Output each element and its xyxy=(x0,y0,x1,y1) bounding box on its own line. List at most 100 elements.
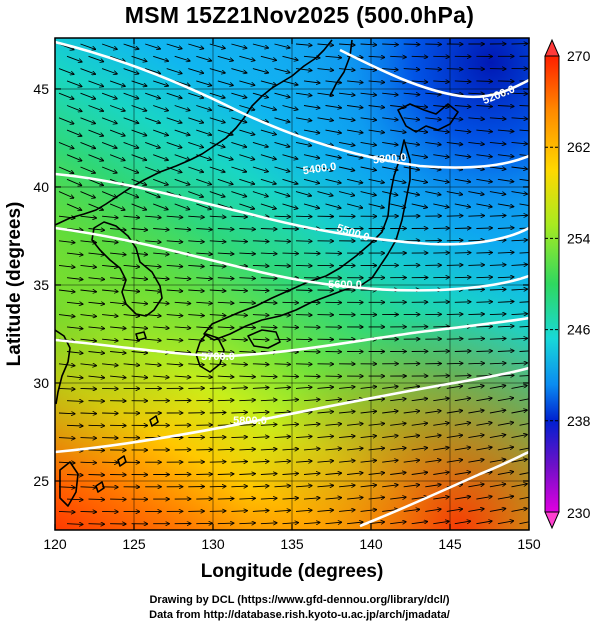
wind-arrow xyxy=(274,265,291,266)
colorbar-tick-label: 246 xyxy=(567,322,591,338)
wind-arrow xyxy=(88,253,105,255)
wind-arrow xyxy=(58,92,74,99)
colorbar-lower-arrow xyxy=(544,511,560,530)
wind-arrow xyxy=(511,508,528,512)
wind-arrow xyxy=(295,241,312,242)
wind-arrow xyxy=(110,302,126,304)
wind-arrow xyxy=(325,473,342,475)
wind-arrow xyxy=(123,43,139,49)
wind-arrow xyxy=(390,448,406,450)
wind-arrow xyxy=(188,117,203,123)
wind-arrow xyxy=(317,191,334,196)
wind-arrow xyxy=(252,461,269,462)
wind-arrow xyxy=(80,68,96,75)
wind-arrow xyxy=(433,448,449,451)
wind-arrow xyxy=(260,154,276,160)
wind-arrow xyxy=(411,399,428,401)
wind-arrow xyxy=(433,472,449,475)
wind-arrow xyxy=(80,216,97,218)
wind-arrow xyxy=(88,178,104,185)
wind-arrow xyxy=(468,265,484,266)
wind-arrow xyxy=(88,229,105,231)
wind-arrow xyxy=(217,278,234,279)
wind-arrow xyxy=(58,265,75,267)
wind-arrow xyxy=(468,69,484,70)
wind-arrow xyxy=(88,524,105,525)
wind-arrow xyxy=(454,253,471,254)
wind-arrow xyxy=(110,327,126,329)
wind-arrow xyxy=(282,253,299,254)
wind-arrow xyxy=(123,191,139,198)
wind-arrow xyxy=(489,509,506,512)
wind-arrow xyxy=(102,339,118,341)
wind-arrow xyxy=(166,92,182,98)
wind-arrow xyxy=(239,302,255,303)
wind-arrow xyxy=(468,191,484,195)
wind-arrow xyxy=(239,278,255,279)
wind-arrow xyxy=(282,203,298,209)
wind-arrow xyxy=(174,178,190,184)
wind-arrow xyxy=(209,462,226,463)
wind-arrow xyxy=(174,229,191,230)
wind-arrow xyxy=(489,265,506,266)
wind-arrow xyxy=(217,302,234,303)
wind-arrow xyxy=(360,411,377,413)
wind-arrow xyxy=(58,487,75,488)
wind-arrow xyxy=(497,252,514,253)
wind-arrow xyxy=(110,352,126,354)
wind-arrow xyxy=(123,290,140,292)
wind-arrow xyxy=(209,68,225,74)
wind-arrow xyxy=(403,485,420,487)
wind-arrow xyxy=(282,229,299,230)
wind-arrow xyxy=(88,55,104,61)
wind-arrow xyxy=(166,141,182,147)
wind-arrow xyxy=(446,240,463,241)
wind-arrow xyxy=(476,203,492,207)
wind-arrow xyxy=(382,141,398,145)
wind-arrow xyxy=(295,339,312,340)
wind-arrow xyxy=(188,166,203,172)
wind-arrow xyxy=(174,55,190,61)
wind-arrow xyxy=(260,178,276,184)
wind-arrow xyxy=(260,105,276,110)
wind-arrow xyxy=(209,92,225,98)
wind-arrow xyxy=(511,215,528,216)
wind-arrow xyxy=(476,496,492,500)
wind-arrow xyxy=(196,203,211,209)
wind-arrow xyxy=(433,56,449,57)
wind-arrow xyxy=(519,521,529,525)
wind-arrow xyxy=(497,422,514,426)
wind-arrow xyxy=(153,253,169,254)
wind-arrow xyxy=(174,129,190,135)
wind-arrow xyxy=(446,411,463,414)
wind-arrow xyxy=(66,154,82,161)
wind-arrow xyxy=(382,118,398,120)
wind-arrow xyxy=(260,253,277,254)
wind-arrow xyxy=(145,339,161,340)
wind-arrow xyxy=(511,93,528,94)
wind-arrow xyxy=(209,141,225,147)
wind-arrow xyxy=(239,400,255,401)
wind-arrow xyxy=(489,289,506,290)
wind-arrow xyxy=(231,43,246,48)
wind-arrow xyxy=(80,388,97,389)
wind-arrow xyxy=(239,55,254,60)
wind-arrow xyxy=(454,130,471,132)
wind-arrow xyxy=(239,376,255,377)
wind-arrow xyxy=(166,117,182,123)
wind-arrow xyxy=(239,80,254,85)
y-tick-label: 45 xyxy=(33,81,49,97)
wind-arrow xyxy=(196,55,211,61)
y-axis-ticks: 25 30 35 40 45 xyxy=(33,81,529,489)
wind-arrow xyxy=(425,485,441,487)
wind-arrow xyxy=(231,166,246,172)
wind-arrow xyxy=(468,93,484,94)
wind-arrow xyxy=(58,166,74,173)
wind-arrow xyxy=(217,229,234,230)
wind-arrow xyxy=(497,81,514,82)
wind-arrow xyxy=(446,435,463,439)
contour-line-5800 xyxy=(359,450,529,528)
wind-arrow xyxy=(231,412,247,413)
wind-arrow xyxy=(425,69,441,70)
wind-arrow xyxy=(511,265,528,266)
